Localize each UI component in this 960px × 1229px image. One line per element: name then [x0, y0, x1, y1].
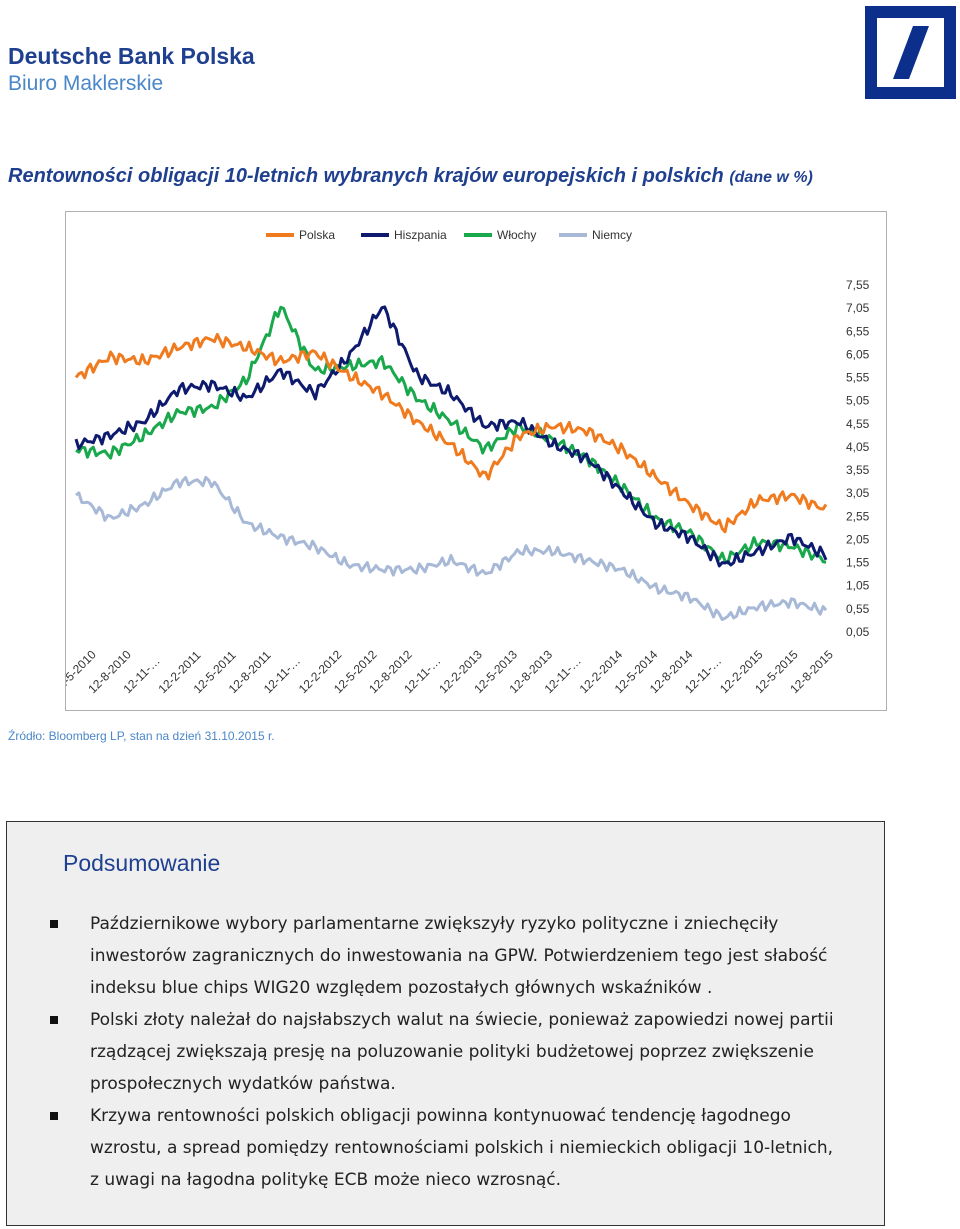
summary-bullet: Październikowe wybory parlamentarne zwię… — [47, 908, 847, 1004]
y-tick-label: 0,05 — [846, 625, 870, 639]
y-tick-label: 3,05 — [846, 486, 870, 500]
summary-title: Podsumowanie — [63, 850, 221, 876]
y-tick-label: 4,05 — [846, 440, 870, 454]
y-tick-label: 1,55 — [846, 556, 870, 570]
brand-subtitle: Biuro Maklerskie — [8, 72, 164, 95]
y-tick-label: 6,05 — [846, 347, 870, 361]
y-tick-label: 5,55 — [846, 371, 870, 385]
y-tick-label: 3,55 — [846, 463, 870, 477]
summary-bullet: Krzywa rentowności polskich obligacji po… — [47, 1100, 847, 1196]
summary-box: Podsumowanie Październikowe wybory parla… — [6, 821, 885, 1226]
y-tick-label: 2,55 — [846, 509, 870, 523]
chart-frame: 7,55 7,05 6,55 6,05 5,55 5,05 4,55 4,05 3,55 3,05… — [65, 211, 887, 711]
y-tick-label: 5,05 — [846, 394, 870, 408]
bullet-square-icon — [50, 1112, 58, 1120]
series-line — [74, 332, 828, 534]
bullet-square-icon — [50, 920, 58, 928]
y-tick-label: 1,05 — [846, 579, 870, 593]
y-tick-label: 6,55 — [846, 324, 870, 338]
series-line — [75, 475, 828, 621]
y-tick-label: 2,05 — [846, 532, 870, 546]
bullet-square-icon — [50, 1016, 58, 1024]
legend-label: Hiszpania — [394, 228, 447, 242]
legend-label: Polska — [299, 228, 335, 242]
legend-label: Włochy — [497, 228, 536, 242]
yield-chart: 7,55 7,05 6,55 6,05 5,55 5,05 4,55 4,05 3,55 3,05… — [66, 228, 870, 696]
source-note: Źródło: Bloomberg LP, stan na dzień 31.1… — [8, 729, 275, 743]
series-line — [74, 305, 828, 568]
legend-label: Niemcy — [592, 228, 632, 242]
y-tick-label: 0,55 — [846, 602, 870, 616]
brand-name: Deutsche Bank Polska — [8, 43, 255, 69]
summary-list: Październikowe wybory parlamentarne zwię… — [47, 908, 847, 1196]
deutsche-bank-logo — [865, 6, 956, 99]
chart-title: Rentowności obligacji 10-letnich wybrany… — [8, 165, 813, 187]
y-tick-label: 4,55 — [846, 417, 870, 431]
y-tick-label: 7,55 — [846, 278, 870, 292]
summary-bullet: Polski złoty należał do najsłabszych wal… — [47, 1004, 847, 1100]
y-tick-label: 7,05 — [846, 301, 870, 315]
series-line — [75, 305, 827, 565]
